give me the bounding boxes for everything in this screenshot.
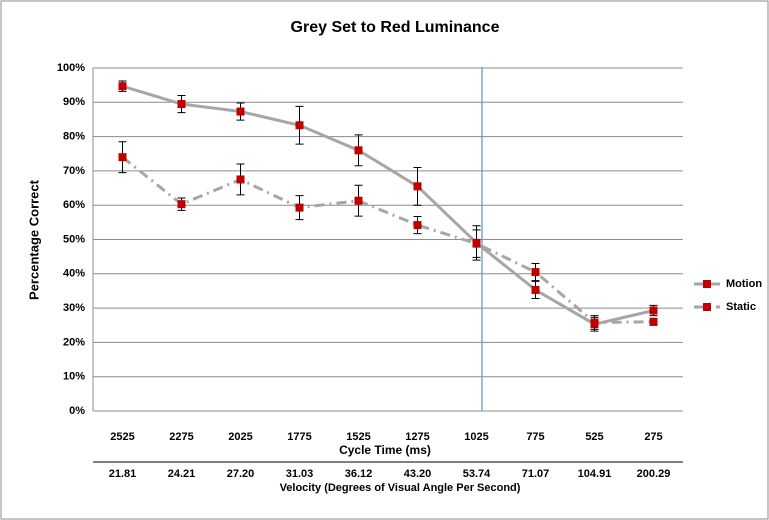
y-tick-label: 40%	[63, 268, 85, 280]
data-point	[354, 196, 363, 205]
data-point	[236, 175, 245, 184]
legend-marker	[703, 280, 711, 288]
x-tick-label: 2525	[110, 431, 134, 443]
y-tick-label: 0%	[69, 405, 85, 417]
x2-tick-label: 31.03	[286, 468, 314, 480]
data-point	[649, 317, 658, 326]
data-point	[649, 306, 658, 315]
x2-tick-label: 200.29	[637, 468, 671, 480]
x-tick-label: 1525	[346, 431, 370, 443]
data-point	[413, 221, 422, 230]
x2-tick-label: 21.81	[109, 468, 137, 480]
data-point	[413, 182, 422, 191]
y-tick-label: 70%	[63, 165, 85, 177]
chart-title: Grey Set to Red Luminance	[291, 19, 500, 36]
x2-tick-label: 27.20	[227, 468, 255, 480]
x2-tick-label: 43.20	[404, 468, 432, 480]
data-point	[236, 107, 245, 116]
data-point	[118, 153, 127, 162]
legend-marker	[703, 303, 711, 311]
x2-tick-label: 71.07	[522, 468, 550, 480]
x-tick-label: 1275	[405, 431, 429, 443]
x-tick-label: 2275	[169, 431, 193, 443]
data-point	[118, 82, 127, 91]
legend-label: Motion	[726, 278, 762, 290]
series-line	[122, 84, 654, 326]
x2-tick-label: 24.21	[168, 468, 196, 480]
x-tick-label: 525	[585, 431, 603, 443]
data-point	[177, 200, 186, 209]
data-point	[590, 318, 599, 327]
y-tick-label: 60%	[63, 199, 85, 211]
y-tick-label: 100%	[57, 62, 85, 74]
data-point	[295, 203, 304, 212]
x-tick-label: 2025	[228, 431, 252, 443]
data-point	[177, 100, 186, 109]
x-tick-label: 1025	[464, 431, 488, 443]
data-point	[531, 268, 540, 277]
x-tick-label: 775	[526, 431, 544, 443]
legend-label: Static	[726, 301, 756, 313]
y-tick-label: 50%	[63, 233, 85, 245]
x2-tick-label: 104.91	[578, 468, 612, 480]
y-tick-label: 20%	[63, 336, 85, 348]
data-point	[354, 146, 363, 155]
y-axis-title: Percentage Correct	[26, 179, 41, 300]
y-tick-label: 90%	[63, 96, 85, 108]
x-axis-title: Cycle Time (ms)	[339, 443, 431, 457]
data-point	[472, 239, 481, 248]
y-tick-label: 30%	[63, 302, 85, 314]
y-tick-label: 80%	[63, 131, 85, 143]
data-point	[295, 121, 304, 130]
secondary-axis-title: Velocity (Degrees of Visual Angle Per Se…	[280, 482, 521, 494]
data-point	[531, 285, 540, 294]
x-tick-label: 275	[644, 431, 662, 443]
x2-tick-label: 53.74	[463, 468, 491, 480]
y-tick-label: 10%	[63, 371, 85, 383]
x-tick-label: 1775	[287, 431, 311, 443]
x2-tick-label: 36.12	[345, 468, 373, 480]
